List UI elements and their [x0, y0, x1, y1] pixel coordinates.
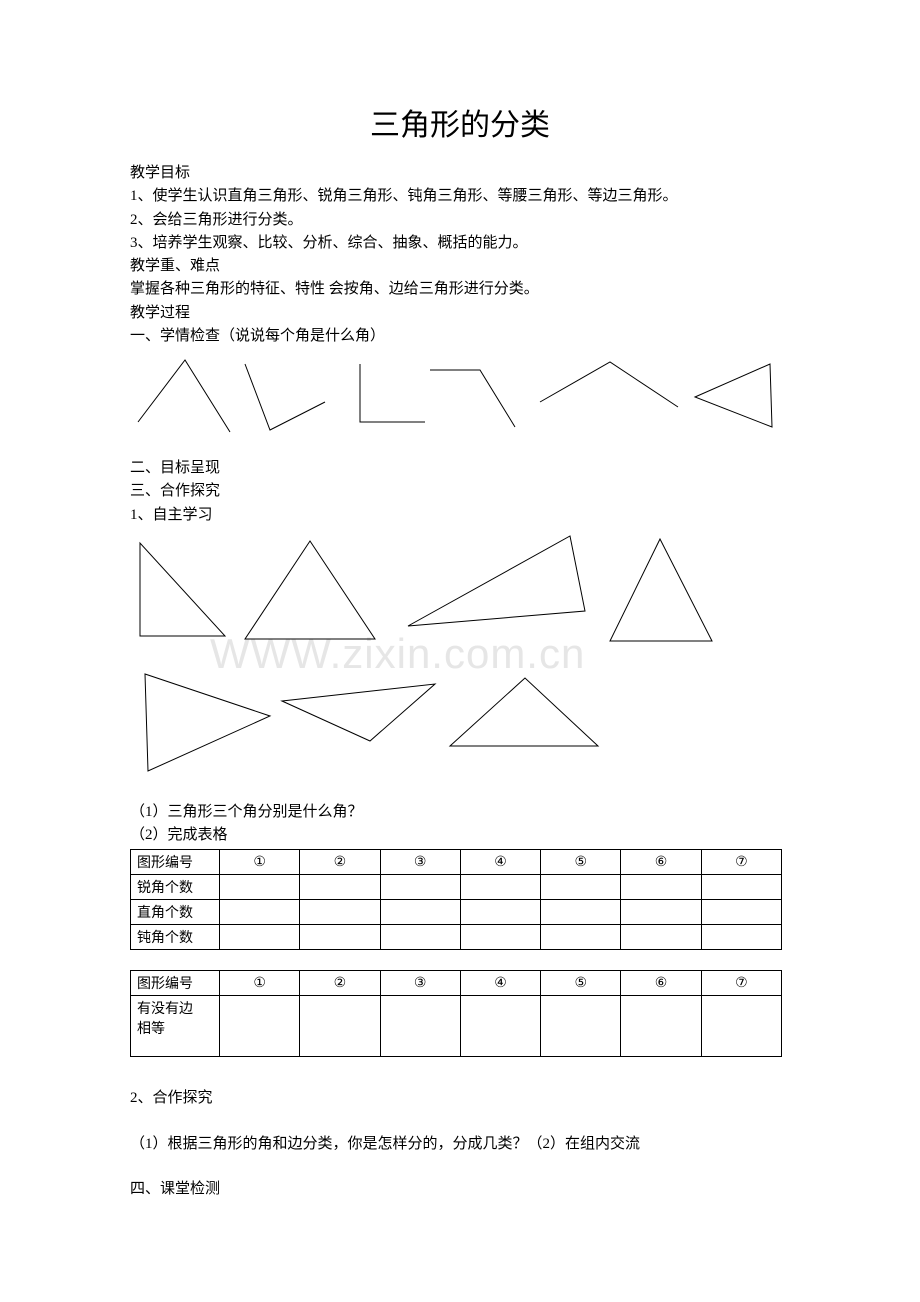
table-cell: ③	[380, 850, 460, 875]
table-cell	[300, 875, 380, 900]
table-cell: ⑤	[541, 850, 621, 875]
table-cell	[701, 900, 781, 925]
table-cell	[460, 875, 540, 900]
side-equal-table: 图形编号①②③④⑤⑥⑦ 有没有边相等	[130, 970, 782, 1057]
table-cell	[621, 875, 701, 900]
table-cell: ⑥	[621, 971, 701, 996]
table-cell	[621, 925, 701, 950]
table-row-label: 直角个数	[131, 900, 220, 925]
table-cell	[541, 875, 621, 900]
table-cell	[220, 925, 300, 950]
table-cell	[300, 996, 380, 1057]
triangles-row-2	[130, 666, 790, 791]
table-cell: ⑥	[621, 850, 701, 875]
table-cell: ②	[300, 971, 380, 996]
table-cell	[460, 900, 540, 925]
table-cell	[220, 900, 300, 925]
table-cell	[701, 925, 781, 950]
keypoint-header: 教学重、难点	[130, 255, 790, 278]
section-2: 二、目标呈现	[130, 457, 790, 480]
table-row-label: 钝角个数	[131, 925, 220, 950]
table-cell: ⑦	[701, 971, 781, 996]
table-cell	[380, 996, 460, 1057]
table-cell	[621, 900, 701, 925]
table-cell	[621, 996, 701, 1057]
question-1: （1）三角形三个角分别是什么角？	[130, 801, 790, 824]
table-cell: ①	[220, 971, 300, 996]
section-3: 三、合作探究	[130, 480, 790, 503]
table-cell: ⑦	[701, 850, 781, 875]
table-cell: ⑤	[541, 971, 621, 996]
page-title: 三角形的分类	[130, 100, 790, 144]
table-cell	[220, 996, 300, 1057]
goal-2: 2、会给三角形进行分类。	[130, 209, 790, 232]
question-2: （2）完成表格	[130, 824, 790, 847]
table-cell: ④	[460, 971, 540, 996]
section-1: 一、学情检查（说说每个角是什么角）	[130, 325, 790, 348]
table-cell	[541, 996, 621, 1057]
process-header: 教学过程	[130, 302, 790, 325]
table-cell	[220, 875, 300, 900]
table-cell	[541, 900, 621, 925]
table-cell	[380, 925, 460, 950]
goal-1: 1、使学生认识直角三角形、锐角三角形、钝角三角形、等腰三角形、等边三角形。	[130, 185, 790, 208]
question-merge: （1）根据三角形的角和边分类，你是怎样分的，分成几类？（2）在组内交流	[130, 1133, 790, 1156]
table-row-label: 图形编号	[131, 850, 220, 875]
goals-header: 教学目标	[130, 162, 790, 185]
section-3-2: 2、合作探究	[130, 1087, 790, 1110]
table-cell	[380, 875, 460, 900]
triangles-row-1	[130, 531, 790, 656]
table-row-label: 图形编号	[131, 971, 220, 996]
section-4: 四、课堂检测	[130, 1178, 790, 1201]
table-cell	[701, 996, 781, 1057]
angles-figure	[130, 352, 790, 447]
table-cell: ③	[380, 971, 460, 996]
table-cell: ②	[300, 850, 380, 875]
table-row-label: 有没有边相等	[131, 996, 220, 1057]
table-cell: ①	[220, 850, 300, 875]
table-cell: ④	[460, 850, 540, 875]
table-cell	[541, 925, 621, 950]
table-cell	[380, 900, 460, 925]
angle-count-table: 图形编号①②③④⑤⑥⑦ 锐角个数直角个数钝角个数	[130, 849, 782, 950]
table-cell	[460, 925, 540, 950]
keypoint-text: 掌握各种三角形的特征、特性 会按角、边给三角形进行分类。	[130, 278, 790, 301]
table-cell	[300, 925, 380, 950]
goal-3: 3、培养学生观察、比较、分析、综合、抽象、概括的能力。	[130, 232, 790, 255]
table-cell	[300, 900, 380, 925]
section-3-1: 1、自主学习	[130, 504, 790, 527]
table-cell	[460, 996, 540, 1057]
table-cell	[701, 875, 781, 900]
table-row-label: 锐角个数	[131, 875, 220, 900]
